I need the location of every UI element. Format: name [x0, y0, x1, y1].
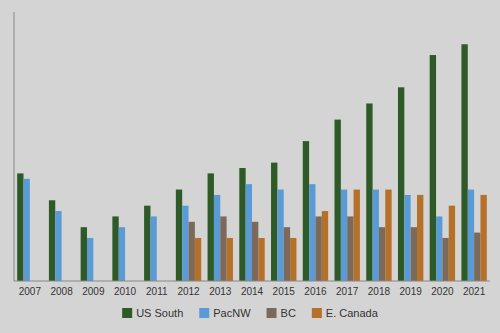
- x-tick-label: 2012: [177, 286, 200, 297]
- bar: [112, 216, 118, 281]
- bar: [309, 184, 315, 281]
- x-tick-label: 2019: [400, 286, 423, 297]
- bar: [474, 233, 480, 281]
- bar: [49, 200, 55, 281]
- x-tick-label: 2011: [146, 286, 168, 297]
- bar: [55, 211, 61, 281]
- bar: [436, 216, 442, 281]
- bar: [150, 216, 156, 281]
- bar: [81, 227, 87, 281]
- background: [0, 0, 500, 333]
- bar: [315, 216, 321, 281]
- bar: [277, 190, 283, 281]
- bar: [271, 163, 277, 281]
- bar: [442, 238, 448, 281]
- bar: [480, 195, 486, 281]
- bar: [468, 190, 474, 281]
- x-tick-label: 2008: [50, 286, 73, 297]
- bar: [227, 238, 233, 281]
- legend-label: E. Canada: [326, 307, 379, 319]
- bar: [24, 179, 30, 281]
- chart: 2007 2008 2009 2010 2011 2012 2013 2014 2015 2016…: [0, 0, 500, 333]
- bar: [220, 216, 226, 281]
- legend: US South PacNW BC E. Canada: [122, 307, 379, 319]
- bar: [404, 195, 410, 281]
- legend-swatch: [199, 308, 209, 318]
- bar: [341, 190, 347, 281]
- bar: [252, 222, 258, 281]
- bar: [379, 227, 385, 281]
- x-tick-label: 2017: [336, 286, 359, 297]
- bar: [398, 87, 404, 281]
- bar: [176, 190, 182, 281]
- legend-swatch: [267, 308, 277, 318]
- bar: [119, 227, 125, 281]
- x-tick-label: 2015: [273, 286, 296, 297]
- bar: [303, 141, 309, 281]
- bar: [182, 206, 188, 281]
- x-axis-line: [14, 281, 490, 282]
- y-axis-line: [14, 12, 15, 281]
- x-tick-label: 2013: [209, 286, 232, 297]
- bar: [366, 103, 372, 281]
- bar: [417, 195, 423, 281]
- bar: [258, 238, 264, 281]
- bar: [246, 184, 252, 281]
- x-tick-label: 2010: [114, 286, 137, 297]
- bar: [214, 195, 220, 281]
- bar: [87, 238, 93, 281]
- bar: [208, 173, 214, 281]
- bar: [347, 216, 353, 281]
- x-tick-label: 2007: [19, 286, 42, 297]
- bar: [430, 55, 436, 281]
- bar: [17, 173, 23, 281]
- bar: [189, 222, 195, 281]
- bar: [290, 238, 296, 281]
- bar: [322, 211, 328, 281]
- bar: [385, 190, 391, 281]
- bar: [461, 44, 467, 281]
- bars: [17, 44, 487, 281]
- x-tick-label: 2014: [241, 286, 264, 297]
- bar: [449, 206, 455, 281]
- bar: [284, 227, 290, 281]
- bar: [354, 190, 360, 281]
- x-tick-label: 2018: [368, 286, 391, 297]
- bar: [239, 168, 245, 281]
- legend-swatch: [312, 308, 322, 318]
- bar: [144, 206, 150, 281]
- bar: [335, 120, 341, 281]
- x-tick-label: 2009: [82, 286, 105, 297]
- x-tick-label: 2020: [431, 286, 454, 297]
- x-tick-label: 2021: [463, 286, 486, 297]
- bar: [195, 238, 201, 281]
- legend-label: US South: [136, 307, 183, 319]
- legend-label: PacNW: [213, 307, 251, 319]
- legend-label: BC: [281, 307, 296, 319]
- bar: [411, 227, 417, 281]
- x-tick-label: 2016: [304, 286, 327, 297]
- bar: [373, 190, 379, 281]
- legend-swatch: [122, 308, 132, 318]
